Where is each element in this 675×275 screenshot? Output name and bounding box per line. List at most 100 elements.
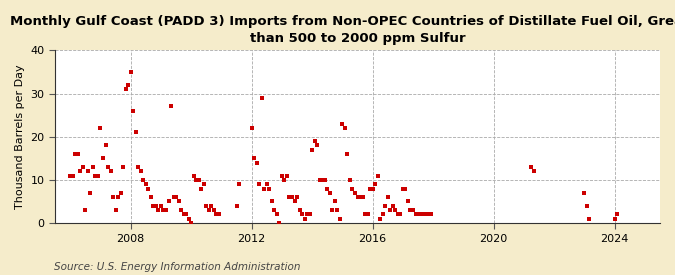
- Point: [269, 208, 279, 212]
- Point: [584, 217, 595, 221]
- Text: Source: U.S. Energy Information Administration: Source: U.S. Energy Information Administ…: [54, 262, 300, 272]
- Point: [188, 173, 199, 178]
- Point: [322, 186, 333, 191]
- Point: [423, 212, 433, 217]
- Point: [267, 199, 277, 204]
- Point: [146, 195, 157, 199]
- Point: [259, 186, 270, 191]
- Point: [287, 195, 298, 199]
- Point: [373, 173, 383, 178]
- Point: [304, 212, 315, 217]
- Point: [201, 204, 212, 208]
- Point: [370, 182, 381, 186]
- Point: [98, 156, 109, 161]
- Point: [342, 152, 353, 156]
- Point: [95, 126, 106, 130]
- Point: [385, 208, 396, 212]
- Point: [184, 217, 194, 221]
- Point: [171, 195, 182, 199]
- Point: [178, 212, 189, 217]
- Point: [186, 221, 196, 225]
- Point: [392, 212, 403, 217]
- Point: [80, 208, 90, 212]
- Point: [329, 199, 340, 204]
- Point: [281, 173, 292, 178]
- Point: [115, 191, 126, 195]
- Point: [297, 212, 308, 217]
- Point: [117, 165, 128, 169]
- Point: [181, 212, 192, 217]
- Point: [234, 182, 244, 186]
- Point: [357, 195, 368, 199]
- Point: [408, 208, 418, 212]
- Point: [332, 208, 343, 212]
- Point: [410, 212, 421, 217]
- Point: [390, 208, 401, 212]
- Point: [299, 217, 310, 221]
- Point: [168, 195, 179, 199]
- Point: [251, 160, 262, 165]
- Point: [425, 212, 436, 217]
- Point: [319, 178, 330, 182]
- Point: [581, 204, 592, 208]
- Point: [579, 191, 590, 195]
- Point: [400, 186, 411, 191]
- Point: [294, 208, 305, 212]
- Point: [128, 109, 138, 113]
- Point: [362, 212, 373, 217]
- Point: [317, 178, 327, 182]
- Point: [254, 182, 265, 186]
- Point: [176, 208, 186, 212]
- Point: [110, 208, 121, 212]
- Point: [274, 221, 285, 225]
- Point: [173, 199, 184, 204]
- Point: [231, 204, 242, 208]
- Point: [364, 186, 375, 191]
- Point: [249, 156, 260, 161]
- Point: [143, 186, 154, 191]
- Point: [193, 178, 204, 182]
- Point: [113, 195, 124, 199]
- Point: [405, 208, 416, 212]
- Point: [213, 212, 224, 217]
- Point: [123, 83, 134, 87]
- Point: [70, 152, 81, 156]
- Point: [306, 147, 317, 152]
- Point: [120, 87, 131, 91]
- Point: [72, 152, 83, 156]
- Point: [133, 165, 144, 169]
- Point: [350, 191, 360, 195]
- Point: [136, 169, 146, 174]
- Point: [402, 199, 413, 204]
- Point: [75, 169, 86, 174]
- Point: [375, 217, 385, 221]
- Point: [395, 212, 406, 217]
- Point: [412, 212, 423, 217]
- Point: [209, 208, 219, 212]
- Point: [158, 208, 169, 212]
- Point: [315, 178, 325, 182]
- Point: [312, 143, 323, 148]
- Point: [191, 178, 202, 182]
- Point: [367, 186, 378, 191]
- Point: [92, 173, 103, 178]
- Y-axis label: Thousand Barrels per Day: Thousand Barrels per Day: [15, 64, 25, 209]
- Point: [337, 122, 348, 126]
- Point: [103, 165, 113, 169]
- Point: [82, 169, 93, 174]
- Point: [398, 186, 408, 191]
- Point: [246, 126, 257, 130]
- Point: [289, 199, 300, 204]
- Point: [261, 182, 272, 186]
- Point: [354, 195, 365, 199]
- Point: [360, 212, 371, 217]
- Point: [292, 195, 302, 199]
- Point: [340, 126, 350, 130]
- Point: [203, 208, 214, 212]
- Point: [196, 186, 207, 191]
- Point: [206, 204, 217, 208]
- Point: [387, 204, 398, 208]
- Point: [65, 173, 76, 178]
- Point: [418, 212, 429, 217]
- Point: [612, 212, 622, 217]
